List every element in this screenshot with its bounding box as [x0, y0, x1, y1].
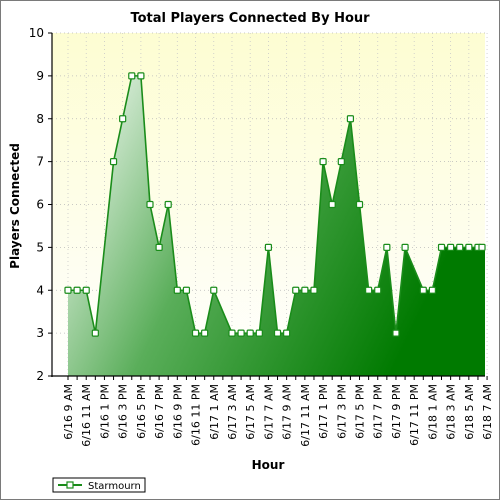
x-tick-label: 6/16 9 AM — [62, 384, 75, 440]
chart-title: Total Players Connected By Hour — [130, 11, 370, 26]
data-point — [91, 329, 99, 337]
x-tick-label: 6/16 9 PM — [171, 384, 184, 439]
legend-box — [52, 477, 146, 493]
data-point — [173, 286, 181, 294]
y-tick-label: 7 — [36, 155, 44, 169]
data-point — [465, 243, 473, 251]
data-point — [337, 158, 345, 166]
x-tick-label: 6/16 1 PM — [98, 384, 111, 439]
x-tick-label: 6/17 7 AM — [262, 384, 275, 440]
area-fill — [68, 75, 485, 376]
data-point — [264, 243, 273, 251]
x-tick-label: 6/18 3 AM — [445, 384, 458, 440]
y-tick-label: 9 — [36, 69, 44, 83]
data-point — [109, 158, 118, 166]
data-point — [447, 243, 455, 251]
data-point — [392, 329, 400, 337]
x-tick-label: 6/16 7 PM — [153, 384, 166, 439]
x-tick-label: 6/17 5 PM — [354, 384, 367, 439]
series-area — [68, 75, 485, 376]
data-point — [310, 286, 318, 294]
data-point — [319, 158, 327, 166]
data-point — [64, 286, 72, 294]
data-point — [182, 286, 191, 294]
data-point — [82, 286, 90, 294]
y-tick-label: 2 — [36, 369, 44, 383]
x-tick-label: 6/17 11 AM — [299, 384, 312, 447]
x-axis-ticks: 6/16 9 AM 6/16 11 AM 6/16 1 PM 6/16 3 PM 6/1… — [62, 376, 494, 447]
x-tick-label: 6/18 7 AM — [481, 384, 494, 440]
data-point — [73, 286, 81, 294]
series-line — [68, 75, 485, 334]
data-point — [246, 329, 254, 337]
data-point — [255, 329, 263, 337]
legend-marker — [66, 481, 74, 489]
y-tick-label: 8 — [36, 112, 44, 126]
x-tick-label: 6/17 11 PM — [408, 384, 421, 446]
x-tick-label: 6/16 5 PM — [135, 384, 148, 439]
x-tick-label: 6/18 1 AM — [426, 384, 439, 440]
x-tick-label: 6/16 3 PM — [117, 384, 130, 439]
data-point — [137, 72, 145, 80]
x-tick-label: 6/17 3 AM — [226, 384, 239, 440]
series-markers — [64, 72, 486, 337]
data-point — [155, 243, 163, 251]
data-point — [383, 243, 391, 251]
data-point — [292, 286, 300, 294]
data-point — [328, 200, 336, 209]
y-tick-label: 10 — [29, 26, 44, 40]
data-point — [210, 286, 218, 294]
data-point — [456, 243, 464, 251]
data-point — [191, 329, 200, 337]
x-tick-label: 6/16 11 AM — [80, 384, 93, 447]
data-point — [201, 329, 209, 337]
y-tick-label: 5 — [36, 240, 44, 254]
x-axis-title: Hour — [252, 458, 285, 472]
data-point — [301, 286, 309, 294]
y-axis-ticks: 2 3 4 5 6 7 8 9 10 — [29, 26, 52, 383]
data-point — [419, 286, 427, 294]
legend: Starmourn — [52, 477, 146, 493]
x-tick-label: 6/16 11 PM — [190, 384, 203, 446]
data-point — [237, 329, 245, 337]
x-tick-label: 6/17 9 AM — [281, 384, 294, 440]
x-tick-label: 6/17 9 PM — [390, 384, 403, 439]
x-tick-label: 6/18 5 AM — [463, 384, 476, 440]
data-point — [119, 115, 127, 123]
data-point — [365, 286, 373, 294]
data-point — [273, 329, 282, 337]
x-tick-label: 6/17 5 AM — [244, 384, 257, 440]
x-tick-label: 6/17 3 PM — [335, 384, 348, 439]
y-tick-label: 6 — [36, 198, 44, 212]
data-point — [355, 200, 364, 209]
y-axis-title: Players Connected — [8, 143, 22, 269]
data-point — [128, 72, 136, 80]
y-tick-label: 4 — [36, 283, 44, 297]
x-tick-label: 6/17 7 PM — [372, 384, 385, 439]
data-point — [283, 329, 291, 337]
legend-label-starmourn: Starmourn — [88, 481, 141, 492]
x-tick-label: 6/17 1 PM — [317, 384, 330, 439]
y-tick-label: 3 — [36, 326, 44, 340]
data-point — [428, 286, 436, 294]
data-point — [478, 243, 486, 251]
data-point — [437, 243, 446, 251]
data-point — [401, 243, 409, 251]
x-tick-label: 6/17 1 AM — [208, 384, 221, 440]
data-point — [228, 329, 236, 337]
data-point — [374, 286, 382, 294]
data-point — [164, 200, 172, 209]
data-point — [146, 200, 154, 209]
data-point — [346, 115, 355, 123]
